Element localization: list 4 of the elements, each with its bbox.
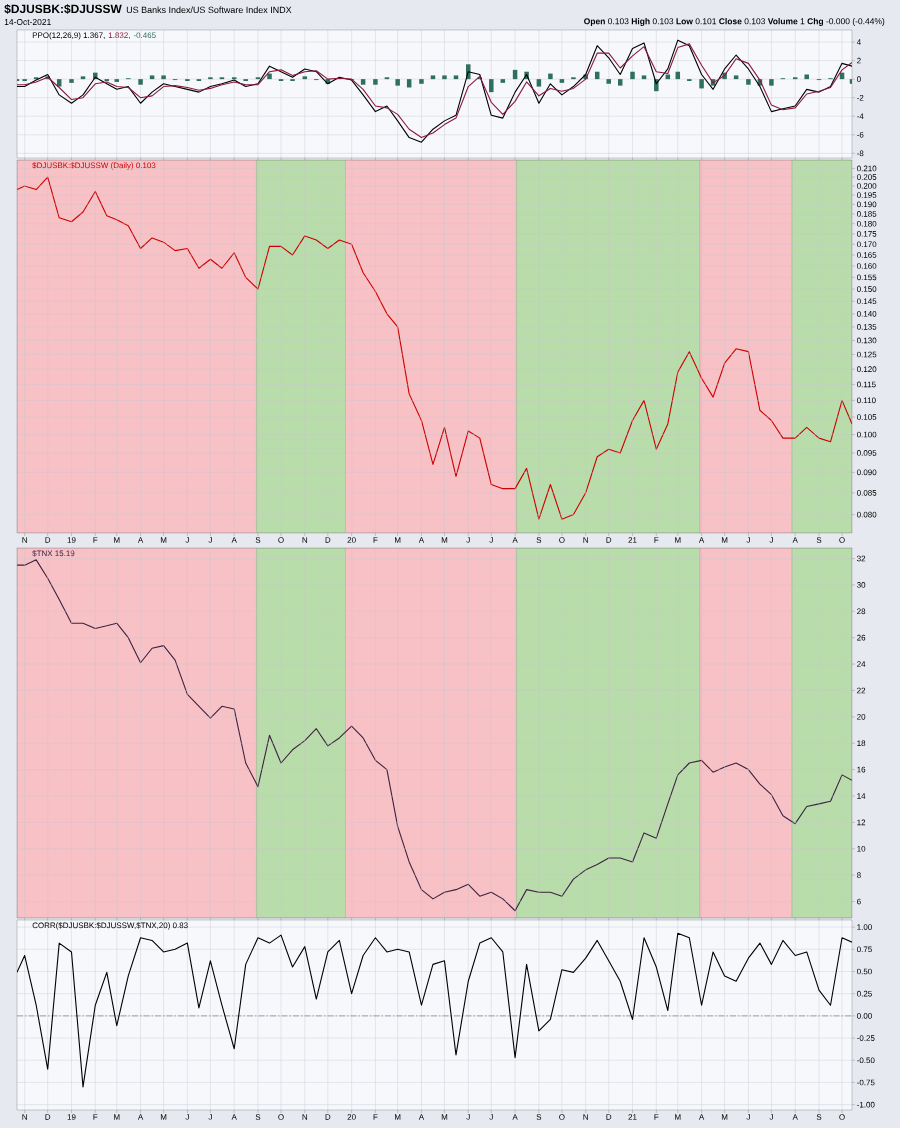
chart-title: $DJUSBK:$DJUSSW — [4, 4, 122, 14]
text: Open 0.103 High 0.103 Low 0.101 Close 0.103 Volume 1 Chg -0.000 (-0.44%) — [584, 18, 885, 26]
text: 14-Oct-2021 — [4, 19, 51, 25]
chart-subtitle: US Banks Index/US Software Index INDX — [126, 6, 292, 14]
